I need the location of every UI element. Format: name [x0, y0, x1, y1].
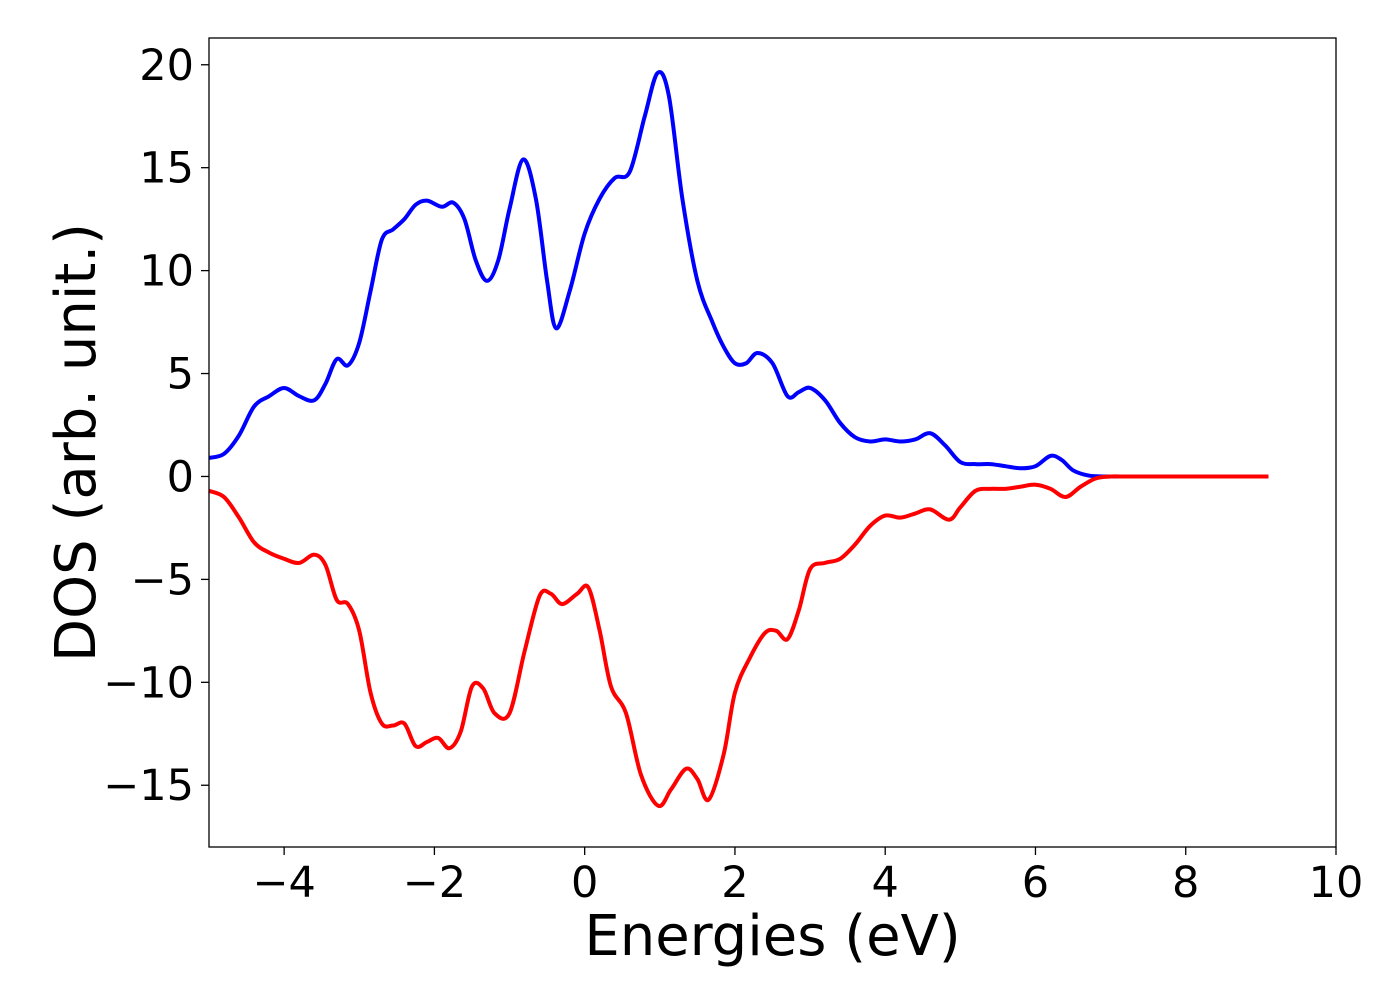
x-tick-label: 2	[721, 858, 748, 908]
y-tick-label: 20	[139, 41, 194, 91]
y-tick-label: −10	[103, 658, 194, 708]
x-axis-label: Energies (eV)	[584, 904, 960, 969]
x-tick-label: 0	[571, 858, 598, 908]
y-tick-label: 5	[167, 350, 194, 400]
y-tick-label: 10	[139, 247, 194, 297]
x-tick-label: −2	[403, 858, 466, 908]
x-tick-label: 4	[872, 858, 899, 908]
x-axis: −4 −2 0 2 4 6 8 10	[252, 847, 1363, 908]
x-tick-label: 6	[1022, 858, 1049, 908]
plot-frame	[208, 37, 1337, 848]
x-tick-label: 10	[1309, 858, 1364, 908]
y-tick-label: −5	[131, 555, 194, 605]
dos-series-1-line	[208, 70, 1269, 479]
dos-series-2-line	[208, 474, 1269, 809]
y-axis: −15 −10 −5 0 5 10 15 20	[103, 41, 209, 811]
y-tick-label: −15	[103, 761, 194, 811]
y-tick-label: 0	[167, 452, 194, 502]
y-tick-label: 15	[139, 144, 194, 194]
series-layer	[208, 70, 1269, 809]
x-tick-label: −4	[252, 858, 315, 908]
y-axis-label: DOS (arb. unit.)	[44, 223, 109, 662]
x-tick-label: 8	[1172, 858, 1199, 908]
